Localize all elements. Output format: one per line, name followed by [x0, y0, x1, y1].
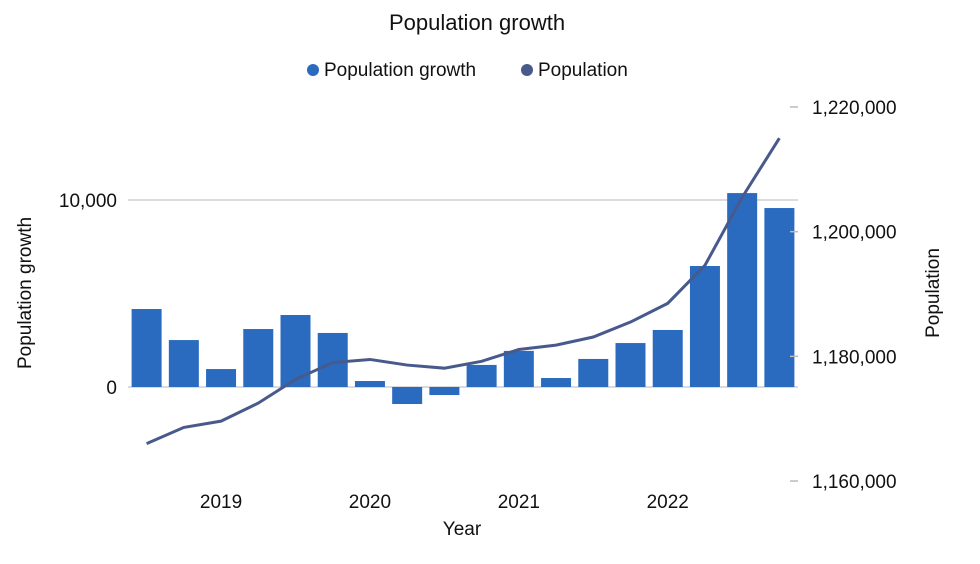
bar [764, 208, 794, 387]
bar [243, 329, 273, 387]
bar [429, 387, 459, 395]
bar [206, 369, 236, 387]
bar [355, 381, 385, 387]
bar [541, 378, 571, 387]
chart-title: Population growth [389, 10, 565, 35]
legend-label-population-growth: Population growth [324, 60, 476, 81]
right-axis-title: Population [923, 248, 944, 338]
x-tick-label: 2020 [349, 492, 391, 513]
legend: Population growth Population [307, 60, 628, 81]
bar [578, 359, 608, 387]
legend-marker-population [521, 64, 533, 76]
legend-marker-population-growth [307, 64, 319, 76]
left-axis-title: Population growth [15, 217, 36, 369]
x-tick-label: 2019 [200, 492, 242, 513]
bar [392, 387, 422, 404]
left-tick-label: 10,000 [59, 191, 117, 212]
bar [467, 365, 497, 387]
bar [132, 309, 162, 387]
bar [690, 266, 720, 387]
left-tick-label: 0 [106, 378, 117, 399]
bar [653, 330, 683, 387]
bar [318, 333, 348, 387]
bar [727, 193, 757, 387]
right-tick-label: 1,160,000 [812, 472, 897, 493]
right-tick-label: 1,180,000 [812, 347, 897, 368]
right-tick-label: 1,200,000 [812, 223, 897, 244]
legend-label-population: Population [538, 60, 628, 81]
x-tick-label: 2021 [498, 492, 540, 513]
bar [504, 351, 534, 387]
x-axis-title: Year [443, 519, 482, 540]
right-tick-label: 1,220,000 [812, 98, 897, 119]
x-tick-label: 2022 [647, 492, 689, 513]
bar [169, 340, 199, 387]
bar [616, 343, 646, 387]
population-line [147, 138, 780, 443]
